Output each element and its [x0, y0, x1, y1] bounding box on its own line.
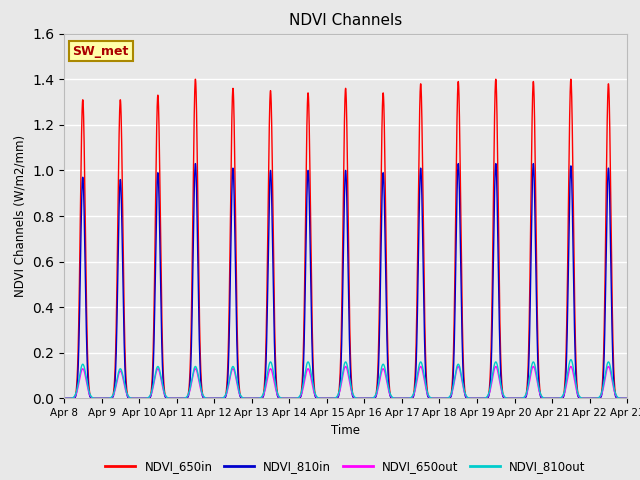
NDVI_810in [623, 396, 631, 401]
Line: NDVI_650out: NDVI_650out [64, 367, 627, 398]
NDVI_650in [180, 396, 188, 401]
NDVI_810in [271, 355, 278, 361]
NDVI_810out [60, 396, 68, 401]
NDVI_650out [424, 391, 431, 396]
NDVI_650out [271, 383, 278, 388]
NDVI_810in [60, 396, 68, 401]
NDVI_650out [175, 396, 182, 401]
Y-axis label: NDVI Channels (W/m2/mm): NDVI Channels (W/m2/mm) [13, 135, 27, 297]
NDVI_650out [623, 396, 631, 401]
NDVI_810out [180, 395, 188, 401]
Text: SW_met: SW_met [72, 45, 129, 58]
NDVI_810out [567, 357, 575, 362]
NDVI_650in [271, 331, 278, 336]
NDVI_810in [180, 396, 188, 401]
NDVI_650in [621, 396, 629, 401]
NDVI_810in [621, 396, 629, 401]
NDVI_650in [623, 396, 631, 401]
NDVI_650out [605, 364, 612, 370]
NDVI_810out [175, 396, 182, 401]
Line: NDVI_650in: NDVI_650in [64, 79, 627, 398]
NDVI_810out [424, 389, 431, 395]
NDVI_650out [504, 396, 511, 401]
Line: NDVI_810in: NDVI_810in [64, 164, 627, 398]
Line: NDVI_810out: NDVI_810out [64, 360, 627, 398]
NDVI_810in [424, 392, 431, 397]
NDVI_650in [504, 396, 511, 401]
X-axis label: Time: Time [331, 424, 360, 437]
NDVI_650out [60, 396, 68, 401]
NDVI_650out [180, 396, 188, 401]
NDVI_810out [621, 396, 629, 401]
NDVI_810in [175, 396, 182, 401]
NDVI_810out [504, 396, 511, 401]
Title: NDVI Channels: NDVI Channels [289, 13, 402, 28]
NDVI_810out [271, 378, 278, 384]
NDVI_810in [504, 396, 511, 401]
NDVI_650in [424, 388, 431, 394]
NDVI_810in [529, 161, 537, 167]
NDVI_810out [623, 396, 631, 401]
NDVI_650in [60, 396, 68, 401]
NDVI_650in [567, 76, 575, 82]
Legend: NDVI_650in, NDVI_810in, NDVI_650out, NDVI_810out: NDVI_650in, NDVI_810in, NDVI_650out, NDV… [100, 456, 591, 478]
NDVI_650out [621, 396, 629, 401]
NDVI_650in [175, 396, 182, 401]
